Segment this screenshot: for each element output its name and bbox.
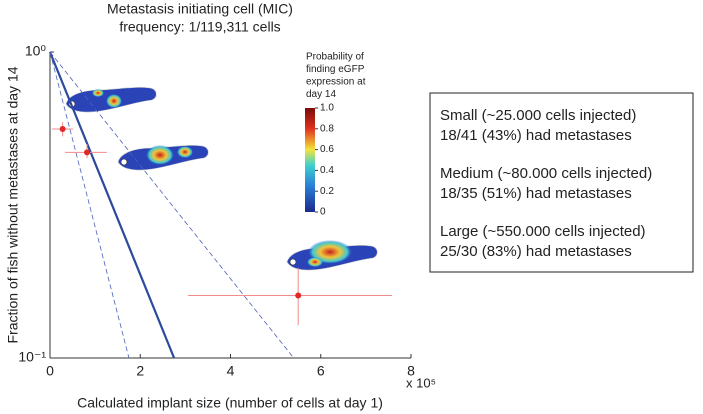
y-tick-label: 10⁻¹ (18, 349, 46, 365)
x-tick-label: 6 (317, 363, 325, 379)
colorbar-title: Probability of (306, 52, 364, 63)
annotation: 25/30 (83%) had metastases (440, 243, 632, 260)
x-tick-label: 4 (227, 363, 235, 379)
fish-images (65, 87, 378, 271)
data-point (295, 292, 302, 299)
annotation: Small (~25.000 cells injected) (440, 107, 636, 124)
colorbar-tick-label: 0.2 (320, 186, 334, 197)
colorbar-title: expression at (306, 77, 366, 88)
x-tick-label: 8 (407, 363, 415, 379)
annotation-box (429, 92, 694, 273)
annotation: 18/41 (43%) had metastases (440, 127, 632, 144)
data-point (59, 126, 66, 133)
data-point (84, 149, 91, 156)
colorbar-title: day 14 (306, 89, 336, 100)
fit-line (48, 51, 176, 359)
colorbar-tick-label: 0.8 (320, 123, 334, 134)
x-tick-label: 0 (46, 363, 54, 379)
chart-subtitle: frequency: 1/119,311 cells (119, 19, 280, 35)
annotation: 18/35 (51%) had metastases (440, 185, 632, 202)
colorbar (305, 108, 315, 212)
x-multiplier: x 10⁵ (406, 375, 436, 390)
colorbar-tick-label: 1.0 (320, 103, 334, 114)
colorbar-tick-label: 0 (320, 207, 326, 218)
chart-title: Metastasis initiating cell (MIC) (107, 1, 293, 17)
colorbar-title: finding eGFP (306, 64, 365, 75)
confidence-line (49, 51, 294, 359)
annotation: Medium (~80.000 cells injected) (440, 165, 652, 182)
x-axis-label: Calculated implant size (number of cells… (77, 395, 383, 411)
y-tick-label: 10⁰ (25, 43, 47, 59)
annotation: Large (~550.000 cells injected) (440, 223, 646, 240)
confidence-line (49, 51, 130, 359)
colorbar-tick-label: 0.6 (320, 144, 334, 155)
y-axis-label: Fraction of fish without metastases at d… (5, 66, 21, 343)
colorbar-tick-label: 0.4 (320, 165, 334, 176)
x-tick-label: 2 (136, 363, 144, 379)
